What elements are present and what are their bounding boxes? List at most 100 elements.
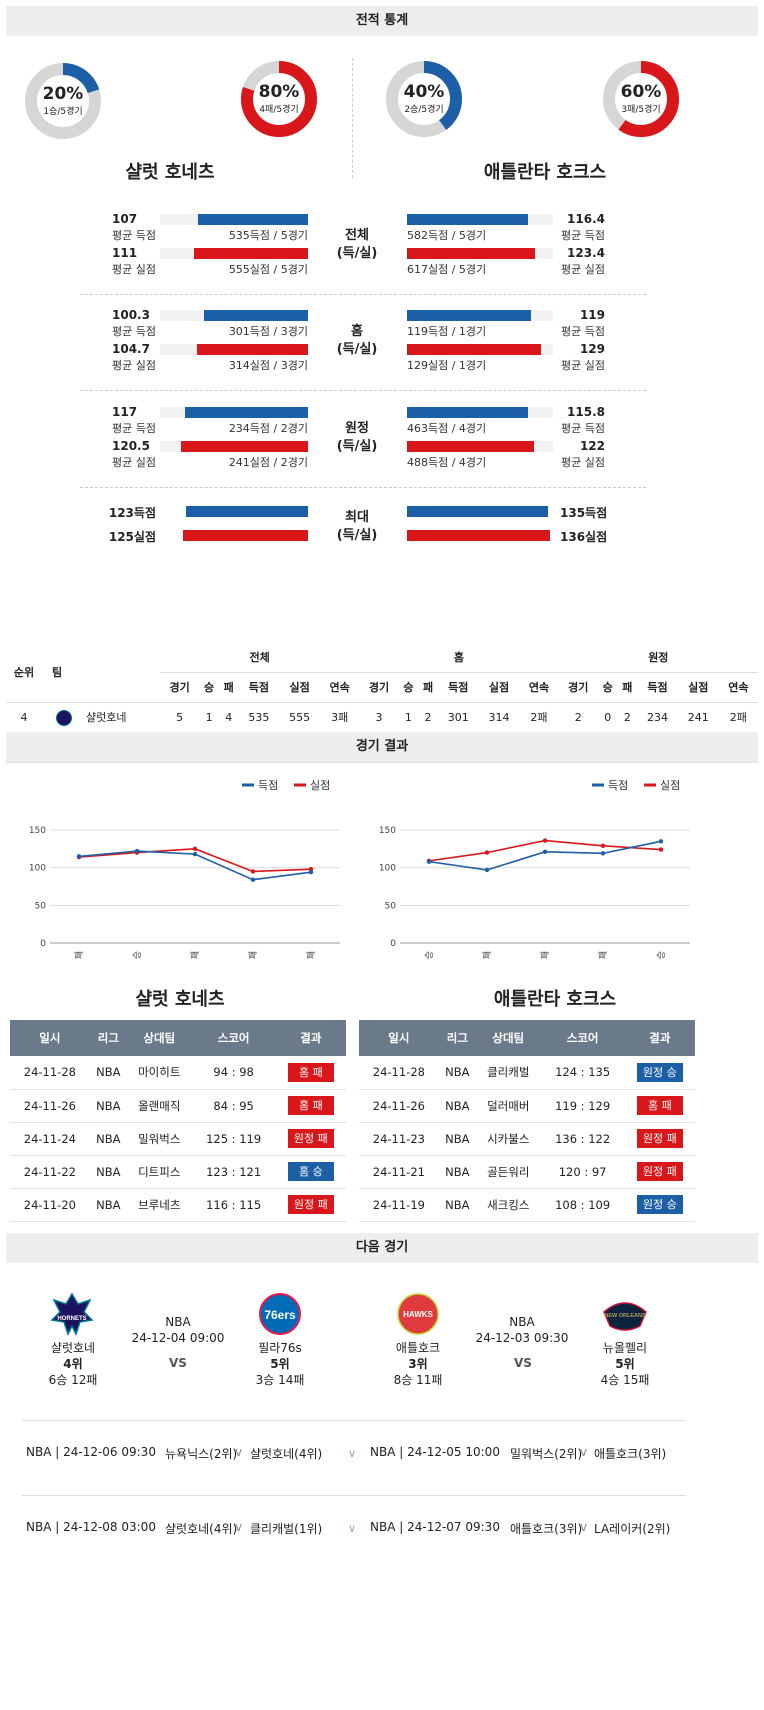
away-stat-caption: 129실점 / 1경기 [407,359,487,372]
upcoming-away-team[interactable]: 샬럿호네(4위) [250,1447,323,1461]
next-left-away[interactable]: 필라76s 5위 3승 14패 [240,1340,320,1388]
next-right-home-record: 8승 11패 [393,1373,443,1387]
table-row[interactable]: 24-11-21 NBA 골든워리 120 : 97 원정 패 [359,1155,695,1189]
section-header-results: 경기 결과 [6,732,758,762]
table-row[interactable]: 24-11-23 NBA 시카불스 136 : 122 원정 패 [359,1122,695,1156]
data-point[interactable] [308,869,314,875]
score-cell: 136 : 122 [540,1122,625,1156]
next-left-home[interactable]: 샬럿호네 4위 6승 12패 [33,1340,113,1388]
score-cell: 94 : 98 [191,1056,276,1090]
away-results-title: 애틀란타 호크스 [493,989,617,1010]
data-point[interactable] [426,859,432,864]
col-header: 일시 [359,1020,439,1056]
table-row[interactable]: 24-11-22 NBA 디트피스 123 : 121 홈 승 [10,1155,346,1189]
away-stat-value: 115.8 [567,405,605,419]
next-left-away-name: 필라76s [258,1341,302,1355]
col-header: 스코어 [191,1020,276,1056]
svg-text:NEW ORLEANS: NEW ORLEANS [604,1313,646,1319]
col-header: 득점 [238,672,280,703]
upcoming-home-team[interactable]: 샬럿호네(4위) [165,1522,238,1536]
data-point[interactable] [542,849,548,855]
data-point[interactable] [250,877,256,882]
group-label-main: 원정 [345,421,369,436]
home-max-bar [182,530,308,541]
next-right-home[interactable]: 애틀호크 3위 8승 11패 [378,1340,458,1388]
table-row[interactable]: 24-11-20 NBA 브루네츠 116 : 115 원정 패 [10,1188,346,1222]
home-stat-value: 111 [112,246,138,260]
vs-marker-icon: v [235,1520,243,1534]
next-right-datetime: 24-12-03 09:30 [475,1331,569,1345]
table-row[interactable]: 24-11-19 NBA 새크킹스 108 : 109 원정 승 [359,1188,695,1222]
data-point[interactable] [76,854,82,859]
opponent-cell[interactable]: 덜러매버 [475,1089,541,1123]
opponent-cell[interactable]: 시카불스 [475,1122,541,1156]
data-point[interactable] [192,851,198,857]
donut-fill [603,61,679,137]
data-point[interactable] [484,850,490,855]
table-row[interactable]: 24-11-26 NBA 올랜매직 84 : 95 홈 패 [10,1089,346,1123]
result-badge: 원정 패 [636,1129,683,1148]
data-point[interactable] [658,847,664,852]
col-header: 상대팀 [126,1020,192,1056]
league-cell: NBA [438,1056,476,1090]
upcoming-away-team[interactable]: LA레이커(2위) [594,1522,671,1536]
result-cell: 홈 승 [275,1155,346,1189]
upcoming-home-team[interactable]: 애틀호크(3위) [510,1522,583,1536]
next-left-home-record: 6승 12패 [48,1373,98,1387]
donut-label: 40% 2승/5경기 [383,82,465,115]
legend-label: 득점 [258,779,278,792]
opponent-cell[interactable]: 브루네츠 [126,1188,192,1222]
home-stat-caption: 535득점 / 5경기 [228,229,308,242]
opponent-cell[interactable]: 올랜매직 [126,1089,192,1123]
upcoming-away-team[interactable]: 애틀호크(3위) [594,1447,667,1461]
table-row[interactable]: 24-11-28 NBA 클리캐벌 124 : 135 원정 승 [359,1056,695,1090]
upcoming-home-team[interactable]: 뉴욕닉스(2위) [165,1447,238,1461]
stat-cell: 535 [238,702,280,733]
upcoming-info: NBA | 24-12-05 10:00 [370,1445,500,1459]
col-header: 득점 [437,672,479,703]
row-divider [22,1495,686,1496]
league-cell: NBA [438,1155,476,1189]
data-point[interactable] [600,851,606,856]
opponent-cell[interactable]: 새크킹스 [475,1188,541,1222]
data-point[interactable] [308,866,314,872]
away-stat-caption: 488득점 / 4경기 [407,456,487,469]
score-cell: 84 : 95 [191,1089,276,1123]
table-row[interactable]: 24-11-28 NBA 마이히트 94 : 98 홈 패 [10,1056,346,1090]
col-header: 실점 [279,672,321,703]
upcoming-home-team[interactable]: 밀워벅스(2위) [510,1447,583,1461]
upcoming-away-team[interactable]: 클리캐벌(1위) [250,1522,323,1536]
data-point[interactable] [542,838,548,843]
table-row[interactable]: 24-11-26 NBA 덜러매버 119 : 129 홈 패 [359,1089,695,1123]
away-max-bar [407,506,549,517]
data-point[interactable] [658,839,664,844]
data-point[interactable] [484,867,490,873]
next-right-away[interactable]: 뉴올펠리 5위 4승 15패 [585,1340,665,1388]
col-team: 팀 [42,642,160,703]
group-total: 전체 [160,642,360,673]
result-badge: 원정 패 [287,1195,334,1214]
date-cell: 24-11-21 [359,1155,439,1189]
result-cell: 홈 패 [275,1089,346,1123]
opponent-cell[interactable]: 디트피스 [126,1155,192,1189]
donut-percent: 80% [258,82,300,102]
col-header: 득점 [637,672,678,703]
opponent-cell[interactable]: 마이히트 [126,1056,192,1090]
opponent-cell[interactable]: 골든워리 [475,1155,541,1189]
data-point[interactable] [600,843,606,849]
col-header: 연속 [320,672,360,703]
opponent-cell[interactable]: 밀워벅스 [126,1122,192,1156]
donut-chart [603,61,679,137]
home-stat-caption: 241실점 / 2경기 [228,456,308,469]
team-cell[interactable]: 샬럿호네 [42,702,160,733]
table-row[interactable]: 24-11-24 NBA 밀워벅스 125 : 119 원정 패 [10,1122,346,1156]
opponent-cell[interactable]: 클리캐벌 [475,1056,541,1090]
data-point[interactable] [192,846,198,852]
home-stat-bar [197,344,308,355]
data-point[interactable] [250,869,256,874]
table-row[interactable]: 4 샬럿호네 5 1 4 535 555 3패 3 1 2 301 314 2패 2 0 2 234 241 2패 [6,702,758,733]
result-badge: 원정 승 [636,1195,683,1214]
data-point[interactable] [134,848,140,854]
next-right-home-name: 애틀호크 [395,1341,441,1355]
col-header: 리그 [89,1020,127,1056]
